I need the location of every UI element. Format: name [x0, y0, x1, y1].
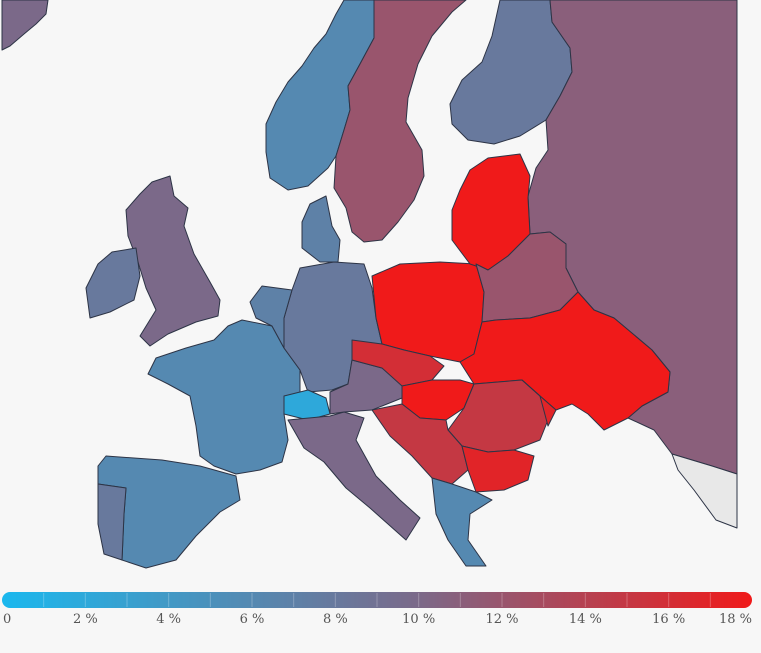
legend-label-14: 14 %: [568, 612, 602, 627]
legend-label-6: 6 %: [239, 612, 265, 627]
region-czechia[interactable]: [351, 339, 445, 387]
legend-label-4: 4 %: [156, 612, 182, 627]
region-united-kingdom[interactable]: [125, 175, 221, 347]
region-ireland[interactable]: [85, 247, 141, 319]
legend-label-0: 0: [3, 612, 12, 627]
region-bulgaria[interactable]: [461, 445, 535, 493]
legend-label-10: 10 %: [402, 612, 436, 627]
legend-label-16: 16 %: [652, 612, 686, 627]
region-portugal[interactable]: [97, 483, 127, 561]
europe-map: [1, 0, 738, 569]
legend-label-12: 12 %: [485, 612, 519, 627]
region-switzerland[interactable]: [283, 389, 331, 421]
region-turkey[interactable]: [671, 453, 738, 529]
region-france[interactable]: [147, 319, 301, 475]
region-sweden[interactable]: [333, 0, 467, 243]
legend-label-8: 8 %: [322, 612, 348, 627]
legend-label-18: 18 %: [718, 612, 752, 627]
region-denmark[interactable]: [301, 195, 341, 263]
region-moldova[interactable]: [521, 379, 557, 427]
region-benelux[interactable]: [249, 285, 293, 349]
region-iceland[interactable]: [1, 0, 49, 51]
region-greece[interactable]: [431, 477, 493, 567]
region-italy[interactable]: [287, 411, 421, 541]
legend-labels: 0 2 % 4 % 6 % 8 % 10 % 12 % 14 % 16 % 18…: [0, 612, 761, 632]
legend-gradient-bar: [2, 592, 752, 608]
legend-label-2: 2 %: [72, 612, 98, 627]
